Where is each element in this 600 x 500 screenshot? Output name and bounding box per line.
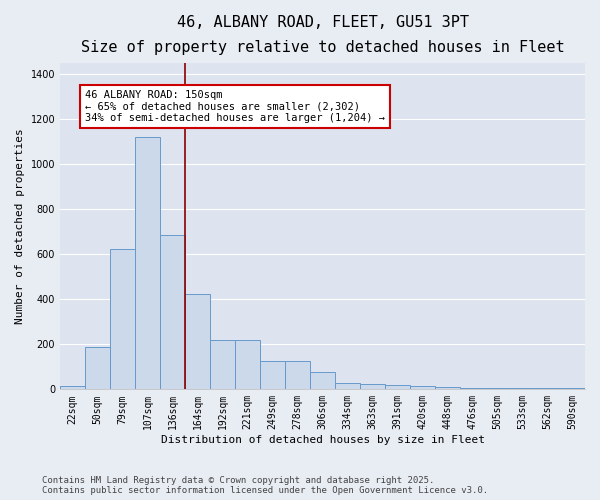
Title: 46, ALBANY ROAD, FLEET, GU51 3PT
Size of property relative to detached houses in: 46, ALBANY ROAD, FLEET, GU51 3PT Size of… <box>81 15 565 54</box>
Bar <box>410 386 435 390</box>
Bar <box>310 372 335 390</box>
Y-axis label: Number of detached properties: Number of detached properties <box>15 128 25 324</box>
Bar <box>160 235 185 390</box>
Bar <box>185 294 210 390</box>
Bar <box>235 340 260 390</box>
Bar <box>60 386 85 390</box>
Bar <box>285 361 310 390</box>
Bar <box>260 361 285 390</box>
Bar <box>110 248 135 390</box>
Bar <box>535 388 560 390</box>
Bar <box>85 346 110 390</box>
Text: 46 ALBANY ROAD: 150sqm
← 65% of detached houses are smaller (2,302)
34% of semi-: 46 ALBANY ROAD: 150sqm ← 65% of detached… <box>85 90 385 123</box>
Bar <box>135 137 160 390</box>
Bar <box>435 387 460 390</box>
Bar <box>335 382 360 390</box>
Bar <box>560 388 585 390</box>
Bar <box>210 340 235 390</box>
Bar <box>510 388 535 390</box>
Bar <box>385 385 410 390</box>
Bar <box>460 388 485 390</box>
Bar <box>485 388 510 390</box>
X-axis label: Distribution of detached houses by size in Fleet: Distribution of detached houses by size … <box>161 435 485 445</box>
Bar <box>360 384 385 390</box>
Text: Contains HM Land Registry data © Crown copyright and database right 2025.
Contai: Contains HM Land Registry data © Crown c… <box>42 476 488 495</box>
